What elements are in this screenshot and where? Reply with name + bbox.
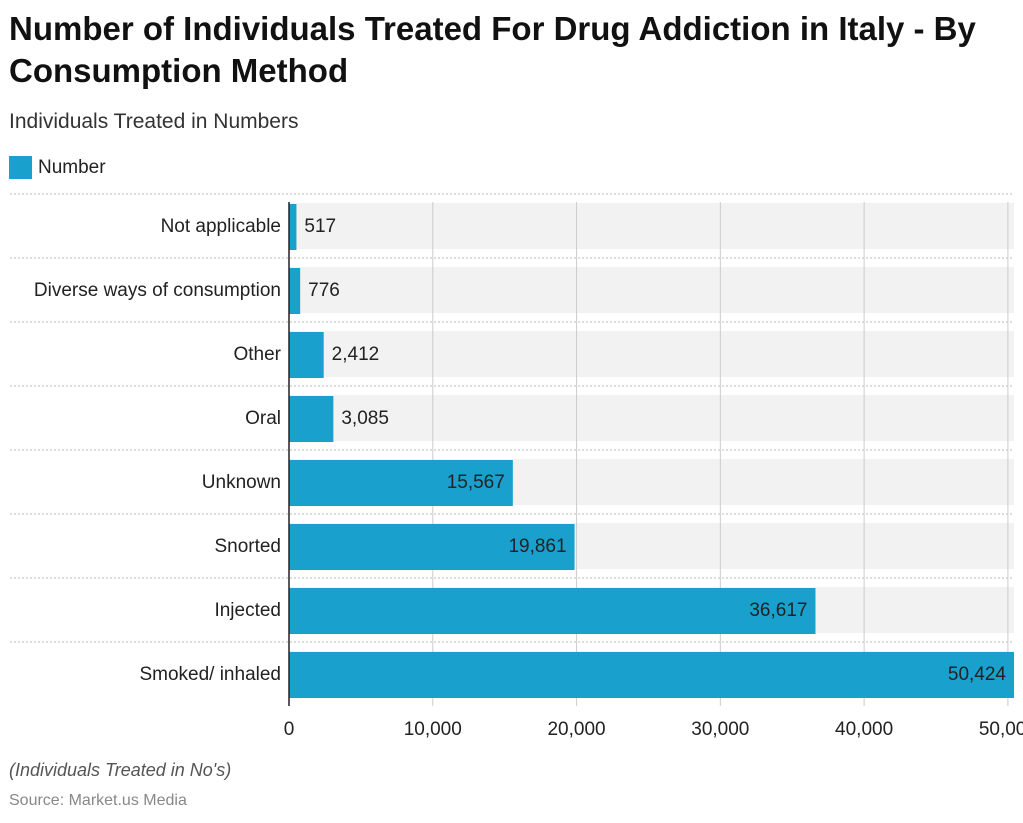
chart-title: Number of Individuals Treated For Drug A… [9,10,976,89]
y-tick-label: Unknown [202,472,281,493]
chart-subtitle: Individuals Treated in Numbers [9,110,299,133]
value-label: 776 [308,280,340,301]
value-label: 3,085 [341,408,389,429]
legend-swatch [9,156,32,179]
bar [289,460,513,506]
bar [289,652,1014,698]
x-tick-label: 10,000 [404,719,462,740]
legend: Number [9,156,106,179]
x-tick-label: 30,000 [691,719,749,740]
bar [289,524,575,570]
bar [289,588,816,634]
note: (Individuals Treated in No's) [9,760,232,780]
x-tick-label: 40,000 [835,719,893,740]
value-label: 2,412 [332,344,380,365]
y-tick-label: Not applicable [161,216,281,237]
bar [289,332,324,378]
y-tick-label: Smoked/ inhaled [139,664,281,685]
y-tick-label: Snorted [214,536,281,557]
x-tick-label: 0 [284,719,295,740]
legend-label: Number [38,156,106,178]
bar [289,396,334,442]
y-tick-label: Oral [245,408,281,429]
value-label: 517 [304,216,336,237]
row-background [289,331,1014,377]
row-background [289,267,1014,313]
bar [289,204,297,250]
row-background [289,395,1014,441]
y-tick-label: Diverse ways of consumption [34,280,281,301]
row-background [289,203,1014,249]
y-tick-label: Other [233,344,281,365]
value-label: 36,617 [749,600,807,621]
x-tick-label: 20,000 [547,719,605,740]
value-label: 50,424 [948,664,1007,685]
x-tick-label: 50,000 [979,719,1023,740]
value-label: 19,861 [508,536,566,557]
value-label: 15,567 [447,472,505,493]
y-tick-label: Injected [214,600,281,621]
source: Source: Market.us Media [9,792,187,809]
bar [289,268,301,314]
